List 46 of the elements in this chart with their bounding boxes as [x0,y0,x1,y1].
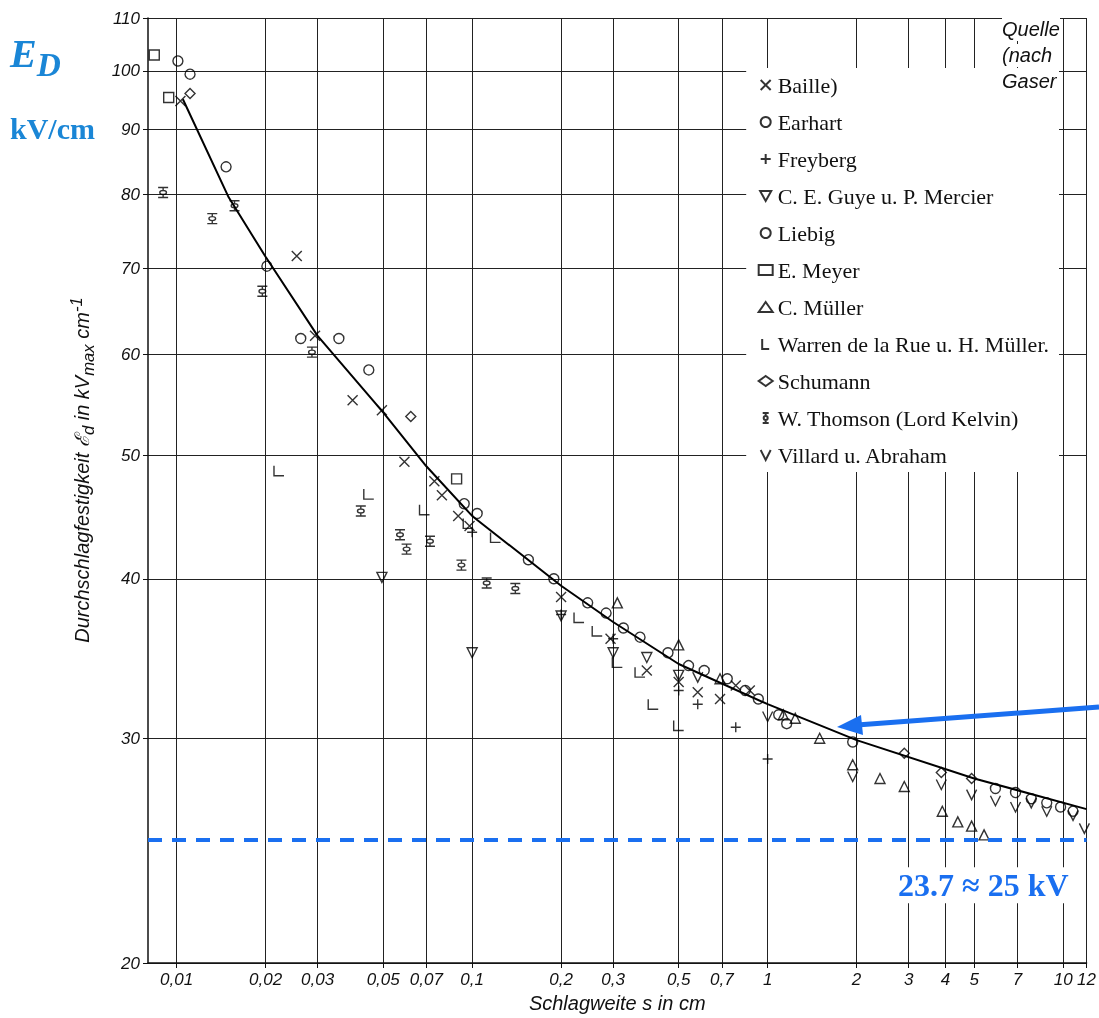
y-tick-label: 20 [120,953,141,973]
annotation: (nach [1002,44,1053,67]
legend-label: Warren de la Rue u. H. Müller. [777,331,1050,357]
x-tick-label: 12 [1077,970,1097,989]
x-tick-label: 0,3 [601,970,626,989]
x-tick-label: 0,03 [301,970,335,989]
x-axis-title: Schlagweite s in cm [528,992,706,1014]
y-tick-label: 110 [112,8,141,28]
text: E$_{D}$ [10,30,61,84]
y-tick-label: 70 [121,259,141,279]
legend-label: Liebig [777,220,836,246]
x-tick-label: 0,05 [366,970,401,989]
text: kV/cm [10,112,95,146]
y-tick-label: 50 [121,445,141,465]
legend-label: C. E. Guye u. P. Mercier [777,183,995,209]
legend-label: Freyberg [777,146,857,172]
x-tick-label: 2 [850,970,862,989]
y-tick-label: 30 [121,728,141,748]
y-tick-label: 40 [121,569,141,589]
legend-label: Earhart [777,109,843,135]
x-tick-label: 0,7 [710,970,735,989]
x-tick-label: 0,07 [409,970,444,989]
x-tick-label: 0,1 [460,970,484,989]
legend-label: Baille) [777,72,838,98]
ref-line-label: 23.7 ≈ 25 kV [898,867,1069,904]
x-tick-label: 0,5 [666,970,692,989]
y-tick-label: 90 [121,119,141,139]
x-tick-label: 5 [969,970,980,989]
legend-label: C. Müller [777,294,864,320]
legend-label: W. Thomson (Lord Kelvin) [777,405,1019,431]
x-tick-label: 0,01 [160,970,194,989]
legend-label: E. Meyer [777,257,861,283]
annotation: Quelle [1002,18,1060,41]
x-tick-label: 0,02 [249,970,283,989]
x-tick-label: 3 [903,970,914,989]
x-tick-label: 7 [1012,970,1023,989]
x-tick-label: 0,2 [549,970,574,989]
x-tick-label: 1 [762,970,773,989]
y-tick-label: 100 [111,61,141,81]
y-tick-label: 60 [121,344,141,364]
legend-label: Schumann [777,368,871,394]
x-tick-label: 4 [940,970,951,989]
x-tick-label: 10 [1053,970,1074,989]
y-tick-label: 80 [121,185,141,205]
annotation: Gaser [1002,70,1057,93]
legend-label: Villard u. Abraham [777,442,947,468]
